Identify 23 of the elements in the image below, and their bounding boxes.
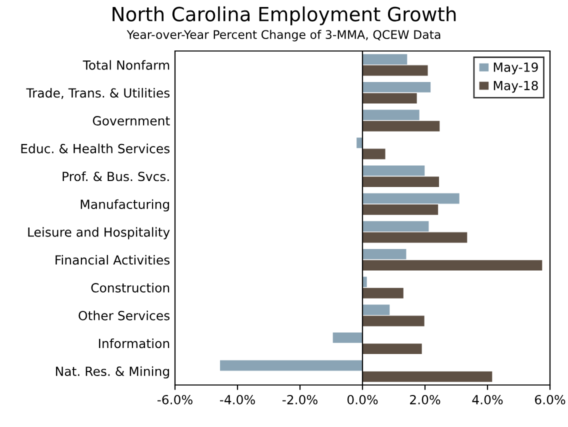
x-tick-label: -4.0% <box>220 394 255 404</box>
y-tick-label: Information <box>99 338 170 348</box>
x-tick-label: 0.0% <box>347 394 378 404</box>
legend-label: May-18 <box>494 80 538 93</box>
y-tick-label: Leisure and Hospitality <box>28 227 170 240</box>
x-tick-label: 6.0% <box>534 394 566 404</box>
y-tick-label: Educ. & Health Services <box>21 144 170 154</box>
y-tick-label: Manufacturing <box>80 199 170 212</box>
chart-subtitle: Year-over-Year Percent Change of 3-MMA, QCEW Data <box>126 30 440 42</box>
y-tick-label: Nat. Res. & Mining <box>56 366 170 378</box>
y-tick-label: Prof. & Bus. Svcs. <box>62 172 169 182</box>
x-tick-label: 4.0% <box>472 394 503 404</box>
y-tick-label: Total Nonfarm <box>82 60 170 70</box>
x-tick-label: -2.0% <box>282 394 318 404</box>
legend-label: May-19 <box>494 62 538 74</box>
x-tick-label: -6.0% <box>157 394 192 404</box>
x-tick-label: 2.0% <box>410 394 440 404</box>
y-tick-label: Government <box>92 116 170 126</box>
y-tick-label: Construction <box>91 282 170 293</box>
y-tick-label: Trade, Trans. & Utilities <box>26 88 170 99</box>
y-tick-label: Financial Activities <box>56 255 170 265</box>
y-tick-label: Other Services <box>78 310 170 320</box>
chart-title: North Carolina Employment Growth <box>112 6 456 26</box>
